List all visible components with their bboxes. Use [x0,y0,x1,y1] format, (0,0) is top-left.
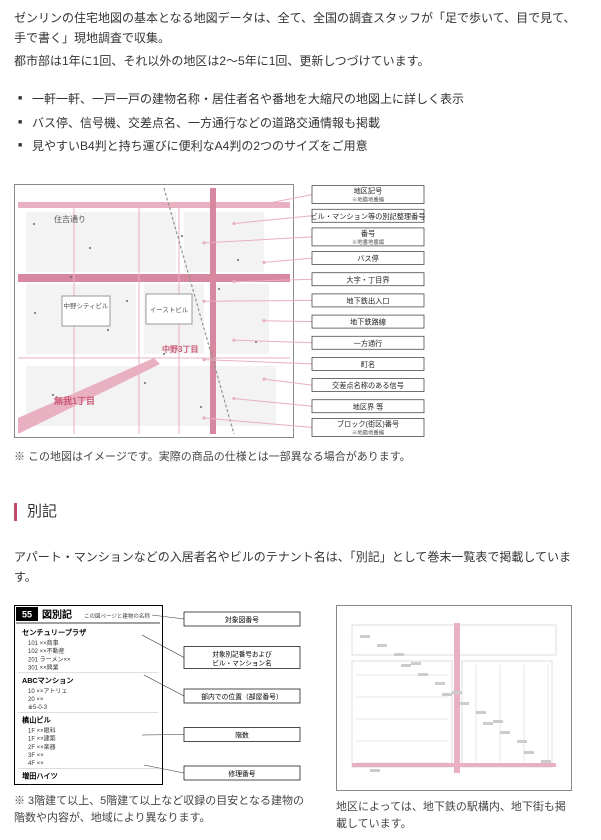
svg-text:※5-0-3: ※5-0-3 [28,705,48,712]
intro-line1: ゼンリンの住宅地図の基本となる地図データは、全て、全国の調査スタッフが「足で歩い… [14,8,587,49]
right-figure-svg [336,605,572,791]
feature-item: 見やすいB4判と持ち運びに便利なA4判の2つのサイズをご用意 [18,136,587,156]
svg-text:図別記: 図別記 [42,608,72,621]
svg-text:交差点名称のある信号: 交差点名称のある信号 [332,381,404,390]
svg-text:センチュリープラザ: センチュリープラザ [22,628,87,637]
svg-text:3F ××: 3F ×× [28,753,44,759]
svg-text:地下鉄路線: 地下鉄路線 [350,318,386,327]
svg-text:増田ハイツ: 増田ハイツ [22,772,58,781]
svg-text:1F ××建築: 1F ××建築 [28,735,56,743]
svg-text:バス停: バス停 [357,254,379,263]
svg-text:※地番地番編: ※地番地番編 [352,238,385,246]
svg-text:ブロック(街区)番号: ブロック(街区)番号 [337,420,399,429]
intro-line2: 都市部は1年に1回、それ以外の地区は2〜5年に1回、更新しつづけています。 [14,51,587,71]
svg-text:10 ××アトリェ: 10 ××アトリェ [28,688,67,695]
main-map-note: ※ この地図はイメージです。実際の商品の仕様とは一部異なる場合があります。 [14,448,587,467]
svg-text:槙山ビル: 槙山ビル [22,716,52,725]
svg-text:20 ××: 20 ×× [28,697,44,703]
main-map-svg: 住吉通り中野シティビルイーストビル中野3丁目無我1丁目地区記号※地籍地番編ビル・… [14,184,430,438]
svg-text:地下鉄出入口: 地下鉄出入口 [346,297,389,306]
svg-text:201 ラーメン××: 201 ラーメン×× [28,657,71,664]
svg-text:中野3丁目: 中野3丁目 [162,344,198,354]
right-fig-note: 地区によっては、地下鉄の駅構内、地下街も掲載しています。 [336,799,576,832]
svg-text:1F ××眼科: 1F ××眼科 [28,727,56,735]
feature-list: 一軒一軒、一戸一戸の建物名称・居住者名や番地を大縮尺の地図上に詳しく表示 バス停… [18,89,587,156]
svg-text:1 ××: 1 ×× [28,785,41,786]
svg-text:イーストビル: イーストビル [150,305,189,314]
svg-text:地区界 等: 地区界 等 [353,403,384,412]
heading-text: 別記 [27,499,57,525]
two-column-row: 55 図別記 この図ページと建物の名称センチュリープラザ 101 ××商事102 ××… [14,605,587,832]
svg-text:大字・丁目界: 大字・丁目界 [346,276,389,285]
svg-text:階数: 階数 [235,731,249,740]
svg-text:55: 55 [22,610,32,620]
svg-text:ABCマンション: ABCマンション [22,676,74,685]
feature-item: バス停、信号機、交差点名、一方通行などの道路交通情報も掲載 [18,113,587,133]
right-column: 地区によっては、地下鉄の駅構内、地下街も掲載しています。 [336,605,576,832]
svg-text:ビル・マンション名: ビル・マンション名 [212,659,271,668]
svg-text:※地籍地番編: ※地籍地番編 [352,196,385,204]
heading-bar [14,503,17,521]
feature-item: 一軒一軒、一戸一戸の建物名称・居住者名や番地を大縮尺の地図上に詳しく表示 [18,89,587,109]
intro-text: ゼンリンの住宅地図の基本となる地図データは、全て、全国の調査スタッフが「足で歩い… [14,8,587,71]
svg-text:301 ××興業: 301 ××興業 [28,664,59,672]
svg-text:修理番号: 修理番号 [228,769,255,778]
section-lead: アパート・マンションなどの入居者名やビルのテナント名は、「別記」として巻末一覧表… [14,547,587,588]
svg-text:ビル・マンション等の別記整理番号: ビル・マンション等の別記整理番号 [310,212,425,221]
svg-text:一方通行: 一方通行 [354,339,383,348]
svg-text:2F ××楽器: 2F ××楽器 [28,743,56,751]
left-column: 55 図別記 この図ページと建物の名称センチュリープラザ 101 ××商事102 ××… [14,605,304,826]
svg-text:対象別記番号および: 対象別記番号および [212,650,272,659]
svg-text:中野シティビル: 中野シティビル [63,301,109,310]
left-figure-svg: 55 図別記 この図ページと建物の名称センチュリープラザ 101 ××商事102 ××… [14,605,304,785]
section-heading: 別記 [14,499,587,525]
svg-text:住吉通り: 住吉通り [54,214,86,224]
main-map-figure: 住吉通り中野シティビルイーストビル中野3丁目無我1丁目地区記号※地籍地番編ビル・… [14,184,587,467]
svg-text:対象図番号: 対象図番号 [225,615,259,624]
svg-text:地区記号: 地区記号 [354,187,383,196]
svg-text:この図ページと建物の名称: この図ページと建物の名称 [84,612,150,620]
svg-text:町名: 町名 [361,360,375,369]
left-fig-note: ※ 3階建て以上、5階建て以上など収録の目安となる建物の階数や内容が、地域により… [14,793,304,826]
svg-text:無我1丁目: 無我1丁目 [54,395,95,406]
svg-text:※地籍地番編: ※地籍地番編 [352,429,385,437]
svg-text:4F ××: 4F ×× [28,762,44,768]
svg-text:番号: 番号 [361,229,375,238]
svg-text:101 ××商事: 101 ××商事 [28,639,59,647]
svg-text:102 ××不動産: 102 ××不動産 [28,648,65,656]
